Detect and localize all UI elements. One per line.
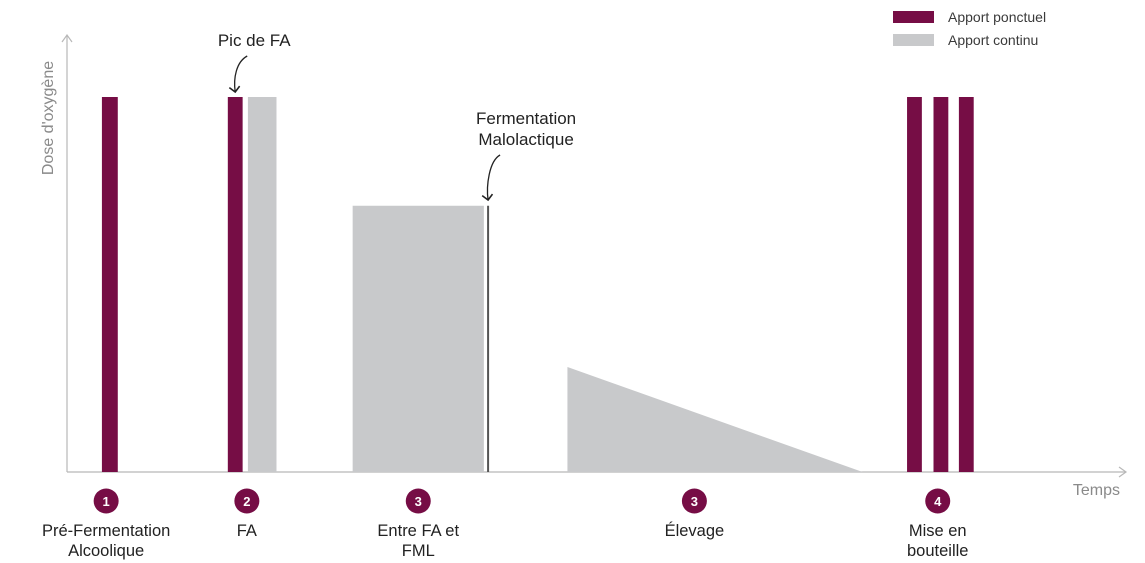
legend-label-continu: Apport continu: [948, 32, 1038, 48]
phase-badge: [93, 488, 119, 514]
annotation-label: Pic de FA: [218, 31, 291, 50]
phase-label: Entre FA et: [377, 522, 459, 540]
series-apport-continu: [247, 97, 863, 472]
phase-badge: [925, 488, 951, 514]
phase-number: 3: [415, 494, 422, 509]
legend-swatch-ponctuel: [893, 11, 934, 23]
phase-label: Mise en: [909, 522, 967, 540]
phase-label: Alcoolique: [68, 542, 144, 560]
bar-ponctuel-1: [101, 97, 118, 472]
phase-label: Pré-Fermentation: [42, 522, 170, 540]
phase-label: Élevage: [665, 521, 725, 540]
phase-label: FA: [237, 522, 257, 540]
annotations: Pic de FA Fermentation Malolactique: [218, 31, 576, 202]
phase-badge: [681, 488, 707, 514]
bar-continu-1: [247, 97, 277, 472]
ramp-continu-1: [567, 367, 863, 472]
annotation-arrow: [481, 154, 501, 202]
y-axis-arrow: [61, 33, 73, 43]
phase-number: 4: [934, 494, 942, 509]
phase-number: 2: [243, 494, 250, 509]
phase-number: 3: [691, 494, 698, 509]
bar-ponctuel-4: [933, 97, 949, 472]
legend-label-ponctuel: Apport ponctuel: [948, 9, 1046, 25]
annotation-label: Malolactique: [478, 130, 573, 149]
phase-number: 1: [103, 494, 110, 509]
x-axis-arrow: [1118, 466, 1128, 478]
y-axis-label: Dose d'oxygène: [40, 61, 57, 175]
bar-ponctuel-5: [958, 97, 974, 472]
bar-ponctuel-3: [907, 97, 922, 472]
phase-label: FML: [402, 542, 435, 560]
x-axis-label: Temps: [1073, 482, 1120, 499]
bar-continu-2: [352, 205, 484, 472]
legend: Apport ponctuel Apport continu: [893, 9, 1046, 48]
phase-label: bouteille: [907, 542, 968, 560]
annotation-label: Fermentation: [476, 109, 576, 128]
annotation-arrow: [228, 55, 248, 94]
phases: 1 Pré-Fermentation Alcoolique 2 FA 3 Entre FA …: [42, 488, 968, 560]
legend-swatch-continu: [893, 34, 934, 46]
phase-badge: [234, 488, 260, 514]
bar-ponctuel-2: [227, 97, 243, 472]
series-apport-ponctuel: [101, 97, 974, 472]
phase-badge: [405, 488, 431, 514]
